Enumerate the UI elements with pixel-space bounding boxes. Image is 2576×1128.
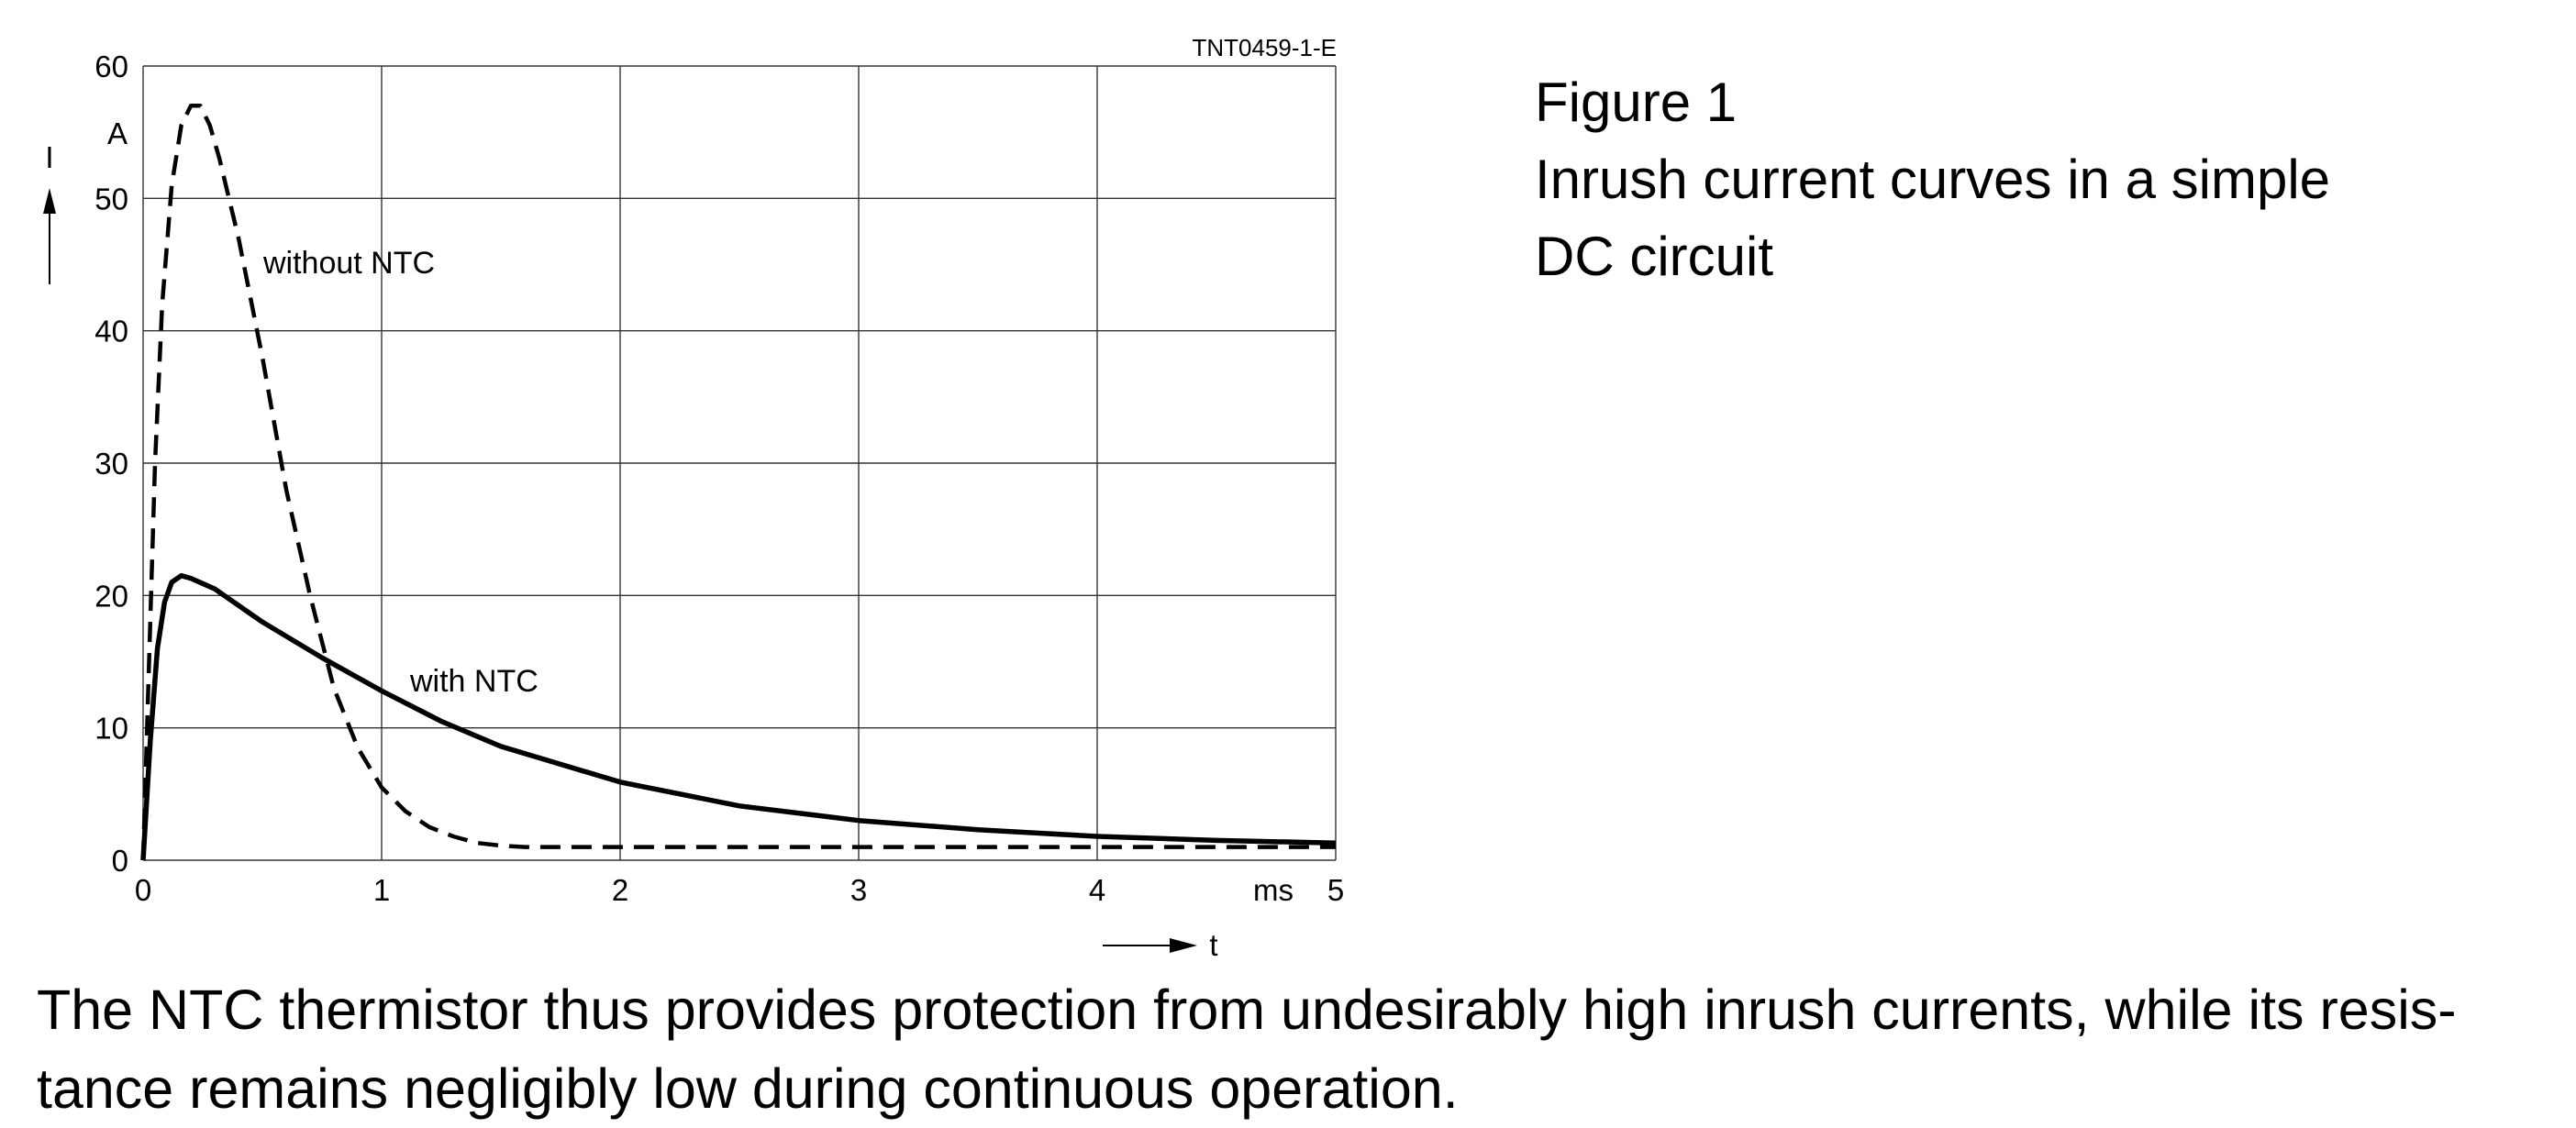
paragraph-line-1: The NTC thermistor thus provides protect…	[37, 979, 2457, 1041]
y-tick-label: 0	[112, 844, 128, 878]
y-tick-label: 40	[94, 315, 128, 348]
chart-grid	[142, 65, 1337, 861]
annotation-with-ntc: with NTC	[409, 664, 539, 699]
y-arrow-head	[43, 188, 56, 214]
x-unit-label: ms	[1253, 873, 1294, 907]
x-tick-label: 1	[373, 873, 390, 907]
y-tick-label: 10	[94, 712, 128, 746]
y-axis-label: I	[45, 140, 53, 174]
annotation-without-ntc: without NTC	[262, 246, 435, 281]
x-tick-label: 4	[1089, 873, 1105, 907]
series-line-without-ntc	[140, 104, 1336, 861]
y-tick-label: 20	[94, 579, 128, 613]
paragraph-line-2: tance remains negligibly low during cont…	[37, 1057, 1459, 1120]
body-paragraph: The NTC thermistor thus provides protect…	[37, 970, 2541, 1128]
y-tick-label: 50	[94, 182, 128, 216]
figure-label: Figure 1	[1535, 72, 1738, 133]
x-tick-label: 0	[135, 873, 151, 907]
caption-line-1: Inrush current curves in a simple	[1535, 149, 2331, 210]
x-tick-label: 5	[1327, 873, 1344, 907]
y-axis-indicator: I	[43, 140, 56, 284]
y-unit-label: A	[107, 116, 128, 150]
x-axis-label: t	[1209, 928, 1217, 962]
x-arrow-head	[1170, 938, 1197, 953]
y-tick-label: 60	[94, 50, 128, 83]
y-tick-label: 30	[94, 447, 128, 481]
x-tick-label: 3	[850, 873, 867, 907]
figure-code: TNT0459-1-E	[1193, 34, 1338, 61]
figure-caption: Figure 1 Inrush current curves in a simp…	[1535, 64, 2452, 295]
x-axis-indicator: t	[1103, 928, 1218, 962]
series-line-with-ntc	[140, 572, 1337, 861]
chart-series	[140, 104, 1337, 861]
caption-line-2: DC circuit	[1535, 226, 1774, 287]
x-tick-label: 2	[612, 873, 628, 907]
